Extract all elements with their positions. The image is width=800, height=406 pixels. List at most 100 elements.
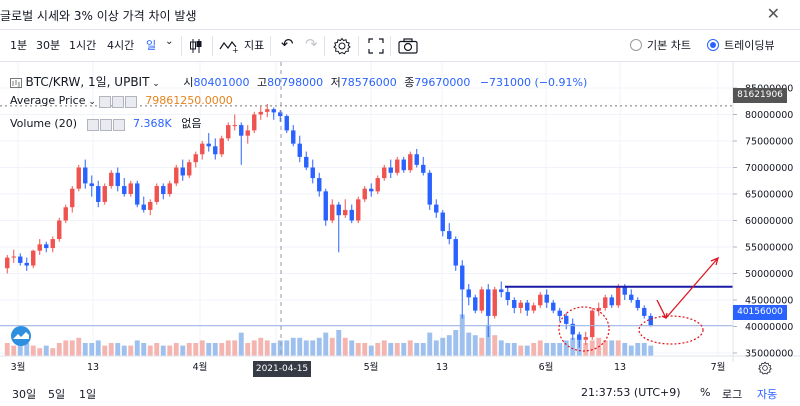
crosshair-date-label: 2021-04-15 <box>253 361 311 377</box>
candle-body <box>193 154 198 163</box>
undo-icon[interactable]: ↶ <box>281 35 294 53</box>
volume-bar <box>141 343 147 356</box>
candle-body <box>557 310 562 316</box>
volume-bar <box>336 330 342 356</box>
candle-body <box>570 323 575 335</box>
volume-bar <box>498 340 504 356</box>
indicator-controls <box>86 118 126 131</box>
average-price-chevron-icon[interactable]: ⌄ <box>85 97 99 107</box>
redo-icon[interactable]: ↷ <box>305 35 318 53</box>
interval-30m-button[interactable]: 30분 <box>36 39 61 52</box>
price-axis-label: 65000000 <box>745 190 793 201</box>
volume-bar <box>277 340 283 356</box>
volume-bar <box>602 340 608 356</box>
volume-bar <box>570 337 576 356</box>
symbol-chevron-icon[interactable]: ⌄ <box>149 79 160 89</box>
settings-icon[interactable] <box>111 95 124 108</box>
visibility-toggle-icon[interactable] <box>86 118 99 131</box>
volume-bar <box>453 330 459 356</box>
percent-scale-button[interactable]: % <box>700 386 711 399</box>
volume-bar <box>427 332 433 356</box>
volume-bar <box>518 345 524 356</box>
tradingview-logo-icon[interactable] <box>8 326 34 349</box>
annotation-circle <box>638 315 704 345</box>
candle-body <box>96 186 101 202</box>
candle-body <box>531 305 536 311</box>
settings-icon[interactable] <box>99 118 112 131</box>
candle-body <box>18 256 23 263</box>
fullscreen-icon[interactable] <box>368 38 384 57</box>
volume-bar <box>284 340 290 356</box>
tradingview-label[interactable]: 트레이딩뷰 <box>724 39 775 52</box>
basic-chart-label[interactable]: 기본 차트 <box>647 39 691 52</box>
volume-label[interactable]: Volume (20) <box>10 117 77 130</box>
volume-bar <box>115 343 121 356</box>
interval-1d-button[interactable]: 일 <box>146 39 157 52</box>
volume-bar <box>537 340 543 356</box>
range-5d-button[interactable]: 5일 <box>48 388 66 401</box>
average-price-label[interactable]: Average Price <box>10 94 86 107</box>
indicators-icon[interactable]: + <box>219 39 239 56</box>
camera-snapshot-icon[interactable] <box>398 38 418 57</box>
current-price-marker: 40156000 <box>733 305 787 320</box>
log-scale-button[interactable]: 로그 <box>722 388 743 401</box>
settings-gear-icon[interactable] <box>333 37 351 58</box>
annotation-arrowhead <box>661 312 668 319</box>
interval-dropdown-chevron-icon[interactable]: ⌄ <box>165 36 174 47</box>
candle-body <box>57 220 62 240</box>
remove-icon[interactable] <box>124 95 137 108</box>
clock-timezone[interactable]: 21:37:53 (UTC+9) <box>581 386 681 399</box>
volume-bar <box>446 335 452 356</box>
volume-bars <box>4 314 654 356</box>
symbol-name[interactable]: BTC/KRW, 1일, UPBIT <box>25 75 150 89</box>
volume-bar <box>89 343 95 356</box>
volume-bar <box>349 340 355 356</box>
remove-icon[interactable] <box>112 118 125 131</box>
volume-bar <box>381 340 387 356</box>
candle-body <box>31 250 36 266</box>
volume-bar <box>128 345 134 356</box>
range-30d-button[interactable]: 30일 <box>12 388 37 401</box>
volume-bar <box>206 343 212 356</box>
candle-body <box>401 159 406 171</box>
volume-bar <box>271 343 277 356</box>
interval-1h-button[interactable]: 1시간 <box>69 39 97 52</box>
volume-bar <box>225 340 231 356</box>
volume-bar <box>82 343 88 356</box>
axis-settings-gear-icon[interactable] <box>758 361 772 378</box>
high-label: 고 <box>256 76 268 89</box>
volume-bar <box>134 340 140 356</box>
candle-body <box>343 209 348 216</box>
toolbar-divider <box>212 36 213 56</box>
tradingview-radio[interactable] <box>707 39 719 51</box>
low-label: 저 <box>330 76 341 89</box>
toolbar-divider <box>270 36 271 56</box>
candle-body <box>512 300 517 308</box>
close-label: 종 <box>404 76 415 89</box>
auto-scale-button[interactable]: 자동 <box>757 388 778 401</box>
price-chart[interactable]: 8500000080000000750000007000000065000000… <box>0 62 800 382</box>
candle-body <box>577 334 582 340</box>
time-axis-label: 13 <box>614 362 626 373</box>
candle-body <box>297 143 302 157</box>
close-icon[interactable]: ✕ <box>766 4 780 23</box>
indicators-button[interactable]: 지표 <box>244 39 265 52</box>
volume-bar <box>24 343 30 356</box>
volume-bar <box>50 348 56 356</box>
volume-bar <box>485 324 491 356</box>
volume-bar <box>180 345 186 356</box>
interval-4h-button[interactable]: 4시간 <box>107 39 135 52</box>
candle-body <box>616 286 621 306</box>
range-1d-button[interactable]: 1일 <box>79 388 97 401</box>
candle-body <box>427 172 432 205</box>
volume-bar <box>290 337 296 356</box>
interval-1m-button[interactable]: 1분 <box>10 39 28 52</box>
time-axis-label: 13 <box>87 362 99 373</box>
candle-body <box>635 300 640 308</box>
basic-chart-radio[interactable] <box>630 39 642 51</box>
candle-body <box>5 257 10 269</box>
candle-body <box>375 178 380 192</box>
visibility-toggle-icon[interactable] <box>98 95 111 108</box>
candle-style-icon[interactable] <box>188 38 204 57</box>
candle-body <box>622 286 627 295</box>
